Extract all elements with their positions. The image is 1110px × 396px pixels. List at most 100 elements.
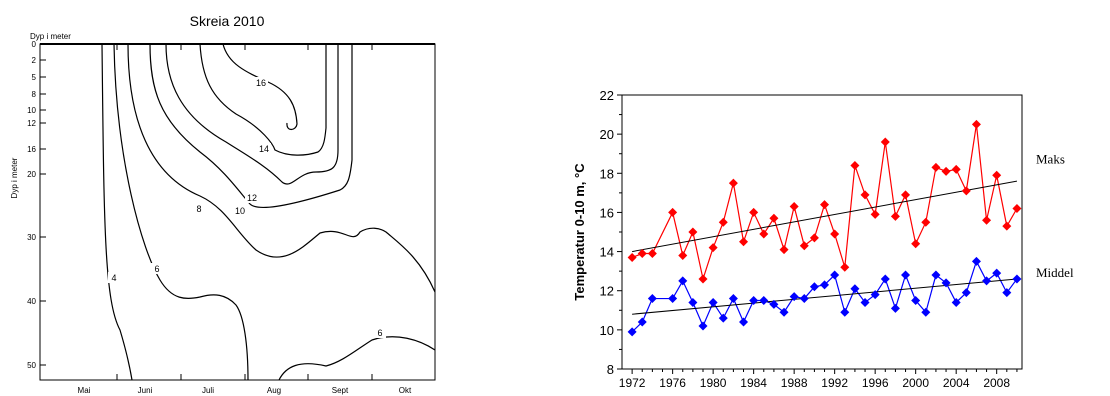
y-tick-label: 8 [607, 362, 614, 377]
data-point-maks [971, 119, 981, 129]
data-point-middel [627, 327, 637, 337]
depth-contour-chart: Skreia 2010 Dyp i meter Dyp i meter 0 2 … [10, 13, 436, 395]
data-point-middel [971, 256, 981, 266]
isotherm-4 [101, 43, 133, 381]
data-point-middel [799, 294, 809, 304]
data-point-middel [1002, 288, 1012, 298]
data-point-middel [749, 296, 759, 305]
data-point-maks [809, 233, 819, 243]
data-point-middel [678, 276, 688, 286]
contour-label-10: 10 [235, 206, 245, 216]
data-point-middel [860, 297, 870, 307]
isotherm-16 [222, 43, 298, 131]
contour-label-16: 16 [256, 78, 266, 88]
data-point-middel [870, 290, 880, 300]
depth-tick-30: 30 [27, 233, 36, 242]
data-point-maks [860, 190, 870, 200]
data-point-middel [982, 276, 992, 286]
data-point-middel [830, 270, 840, 280]
x-tick-label: 1976 [659, 376, 686, 390]
depth-label-side: Dyp i meter [10, 157, 19, 198]
data-point-maks [668, 207, 678, 217]
data-point-maks [840, 262, 850, 272]
month-labels: Mai Juni Juli Aug Sept Okt [78, 386, 412, 395]
data-point-middel [890, 303, 900, 313]
data-point-maks [698, 274, 708, 284]
month-okt: Okt [399, 386, 412, 395]
isotherm-10 [149, 43, 353, 209]
y-axis-label: Temperatur 0-10 m, °C [572, 163, 587, 301]
data-point-middel [708, 297, 718, 307]
data-point-middel [992, 268, 1002, 278]
contour-label-6: 6 [154, 264, 159, 274]
x-tick-label: 1980 [700, 376, 727, 390]
data-point-maks [951, 164, 961, 174]
depth-tick-50: 50 [27, 361, 36, 370]
data-point-maks [982, 215, 992, 225]
y-tick-label: 16 [600, 205, 614, 220]
series-line-middel [631, 259, 1018, 333]
month-sept: Sept [332, 386, 349, 395]
depth-tick-16: 16 [27, 145, 36, 154]
x-tick-label: 1988 [781, 376, 808, 390]
isotherm-6 [113, 43, 249, 381]
data-point-middel [901, 270, 911, 280]
depth-tick-0: 0 [32, 40, 37, 49]
depth-tick-10: 10 [27, 106, 36, 115]
contour-label-14: 14 [259, 144, 269, 154]
x-tick-label: 1984 [740, 376, 767, 390]
trend-plot: 8 10 12 14 16 18 20 22 1972 1976 1980 1984 1988 1992 1… [572, 88, 1074, 390]
x-tick-label: 2008 [983, 376, 1010, 390]
data-point-middel [769, 299, 779, 309]
data-point-maks [901, 190, 911, 200]
data-point-maks [769, 213, 779, 223]
depth-tick-8: 8 [32, 90, 37, 99]
data-point-middel [840, 307, 850, 317]
data-point-maks [1002, 221, 1012, 231]
data-point-maks [739, 237, 749, 247]
isotherm-14 [199, 43, 327, 156]
data-point-middel [850, 284, 860, 294]
x-tick-label: 2004 [943, 376, 970, 390]
x-tick-label: 1972 [619, 376, 646, 390]
trend-line-maks [632, 180, 1018, 253]
month-aug: Aug [267, 386, 281, 395]
data-point-middel [698, 321, 708, 331]
y-tick-label: 10 [600, 323, 614, 338]
data-point-maks [911, 239, 921, 249]
data-point-maks [759, 229, 769, 239]
data-point-maks [728, 178, 738, 188]
data-point-maks [678, 250, 688, 260]
chart-title: Skreia 2010 [190, 13, 265, 29]
series-line-maks [631, 124, 1018, 282]
depth-ticks [40, 43, 46, 366]
data-point-middel [668, 294, 678, 304]
data-point-maks [799, 241, 809, 251]
data-point-maks [789, 202, 799, 212]
plot-frame [621, 94, 1023, 370]
data-point-maks [992, 170, 1002, 180]
month-ticks [116, 44, 373, 380]
x-tick-label: 1992 [821, 376, 848, 390]
data-point-maks [830, 229, 840, 239]
y-tick-label: 18 [600, 166, 614, 181]
contour-label-12: 12 [247, 193, 257, 203]
data-point-middel [941, 278, 951, 288]
x-tick-label: 2000 [902, 376, 929, 390]
data-point-middel [637, 317, 647, 327]
data-point-maks [647, 249, 657, 259]
month-mai: Mai [78, 386, 91, 395]
data-point-middel [961, 288, 971, 298]
data-point-maks [627, 252, 637, 262]
data-point-maks [1012, 204, 1022, 214]
series-label-middel: Middel [1036, 265, 1074, 280]
data-point-middel [809, 282, 819, 292]
data-point-middel [779, 307, 789, 317]
data-point-maks [850, 160, 860, 170]
contour-label-6-deep: 6 [377, 328, 382, 338]
data-point-maks [921, 217, 931, 227]
data-point-maks [880, 137, 890, 147]
y-tick-label: 12 [600, 284, 614, 299]
data-point-middel [951, 297, 961, 307]
data-point-maks [941, 166, 951, 176]
